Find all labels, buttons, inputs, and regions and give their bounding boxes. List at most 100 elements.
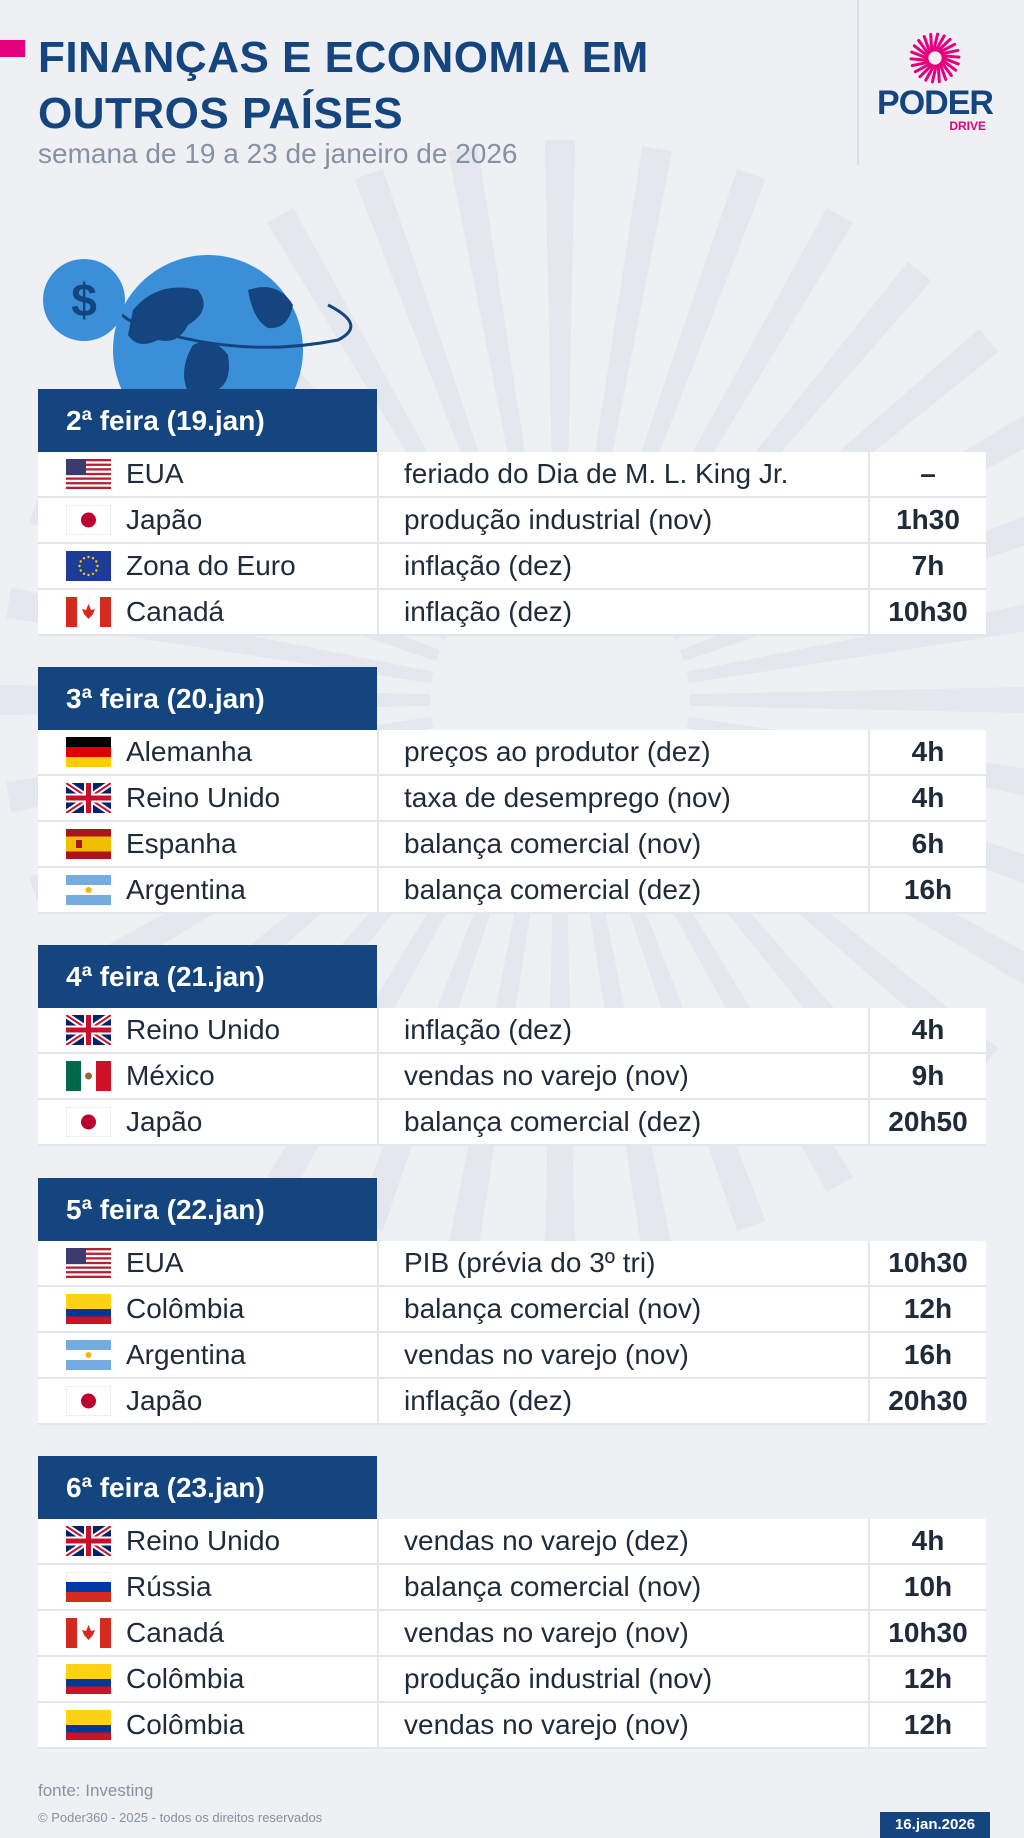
event-cell: vendas no varejo (nov) — [377, 1703, 868, 1747]
svg-text:$: $ — [71, 274, 97, 326]
country-name: Reino Unido — [126, 1014, 281, 1045]
country-name: Colômbia — [126, 1293, 245, 1324]
event-cell: vendas no varejo (nov) — [377, 1611, 868, 1655]
time-cell: 16h — [868, 1333, 986, 1377]
country-cell: Japão — [38, 498, 377, 542]
time-cell: 10h30 — [868, 1241, 986, 1285]
event-list: Reino Unido vendas no varejo (dez) 4h Rússi… — [38, 1519, 986, 1749]
event-row: Reino Unido taxa de desemprego (nov) 4h — [38, 776, 986, 822]
country-name: Colômbia — [126, 1709, 245, 1740]
event-time: 1h30 — [896, 504, 960, 535]
event-name: taxa de desemprego (nov) — [404, 782, 731, 813]
event-time: 16h — [903, 1339, 953, 1370]
time-cell: 4h — [868, 776, 986, 820]
time-cell: 10h — [868, 1565, 986, 1609]
country-name: México — [126, 1060, 215, 1091]
ru-flag-icon — [66, 1572, 111, 1602]
event-time: 4h — [911, 1014, 945, 1045]
us-flag-icon — [66, 459, 111, 489]
day-header: 3ª feira (20.jan) — [38, 667, 377, 730]
page-title: FINANÇAS E ECONOMIA EM OUTROS PAÍSES — [38, 30, 758, 142]
dollar-icon: $ — [43, 259, 125, 341]
jp-flag-icon — [66, 505, 111, 535]
event-row: México vendas no varejo (nov) 9h — [38, 1054, 986, 1100]
event-list: EUA PIB (prévia do 3º tri) 10h30 Colômbia ba… — [38, 1241, 986, 1425]
event-row: Japão balança comercial (dez) 20h50 — [38, 1100, 986, 1146]
country-cell: Colômbia — [38, 1287, 377, 1331]
event-time: 10h — [903, 1571, 953, 1602]
event-cell: PIB (prévia do 3º tri) — [377, 1241, 868, 1285]
country-name: Canadá — [126, 1617, 225, 1648]
logo-subtext: DRIVE — [949, 119, 986, 133]
event-name: inflação (dez) — [404, 1385, 573, 1416]
event-cell: taxa de desemprego (nov) — [377, 776, 868, 820]
time-cell: 10h30 — [868, 1611, 986, 1655]
event-cell: balança comercial (nov) — [377, 822, 868, 866]
de-flag-icon — [66, 737, 111, 767]
event-name: feriado do Dia de M. L. King Jr. — [404, 458, 789, 489]
ca-flag-icon — [66, 1618, 111, 1648]
logo-wordmark: PODER — [877, 84, 994, 122]
event-name: preços ao produtor (dez) — [404, 736, 711, 767]
event-name: balança comercial (dez) — [404, 874, 702, 905]
time-cell: 1h30 — [868, 498, 986, 542]
gb-flag-icon — [66, 783, 111, 813]
event-time: 12h — [903, 1663, 953, 1694]
country-cell: Argentina — [38, 868, 377, 912]
country-cell: Argentina — [38, 1333, 377, 1377]
page-subtitle: semana de 19 a 23 de janeiro de 2026 — [38, 138, 518, 169]
event-time: 20h50 — [888, 1106, 968, 1137]
event-list: Alemanha preços ao produtor (dez) 4h Reino … — [38, 730, 986, 914]
event-cell: vendas no varejo (nov) — [377, 1333, 868, 1377]
country-name: Colômbia — [126, 1663, 245, 1694]
time-cell: 7h — [868, 544, 986, 588]
event-name: balança comercial (nov) — [404, 1571, 702, 1602]
jp-flag-icon — [66, 1107, 111, 1137]
header-divider — [857, 0, 859, 165]
day-block: 4ª feira (21.jan) Reino Unido inflação (de… — [38, 945, 986, 1146]
event-time: 10h30 — [888, 1247, 968, 1278]
ar-flag-icon — [66, 875, 111, 905]
country-cell: Alemanha — [38, 730, 377, 774]
day-block: 2ª feira (19.jan) EUA feriado do Dia de M.… — [38, 389, 986, 636]
event-row: Argentina vendas no varejo (nov) 16h — [38, 1333, 986, 1379]
co-flag-icon — [66, 1664, 111, 1694]
country-name: Rússia — [126, 1571, 212, 1602]
time-cell: 4h — [868, 1008, 986, 1052]
event-name: balança comercial (nov) — [404, 1293, 702, 1324]
country-name: Alemanha — [126, 736, 253, 767]
time-cell: 20h50 — [868, 1100, 986, 1144]
time-cell: 10h30 — [868, 590, 986, 634]
country-cell: Zona do Euro — [38, 544, 377, 588]
event-row: EUA PIB (prévia do 3º tri) 10h30 — [38, 1241, 986, 1287]
event-row: Zona do Euro inflação (dez) 7h — [38, 544, 986, 590]
event-cell: inflação (dez) — [377, 544, 868, 588]
event-row: Reino Unido vendas no varejo (dez) 4h — [38, 1519, 986, 1565]
event-time: 7h — [911, 550, 945, 581]
country-name: Reino Unido — [126, 1525, 281, 1556]
title-line-1: FINANÇAS E ECONOMIA EM — [38, 33, 649, 82]
country-cell: Espanha — [38, 822, 377, 866]
event-row: Argentina balança comercial (dez) 16h — [38, 868, 986, 914]
event-cell: balança comercial (nov) — [377, 1565, 868, 1609]
day-header: 5ª feira (22.jan) — [38, 1178, 377, 1241]
event-cell: balança comercial (dez) — [377, 1100, 868, 1144]
country-name: EUA — [126, 458, 184, 489]
day-header: 6ª feira (23.jan) — [38, 1456, 377, 1519]
event-name: vendas no varejo (nov) — [404, 1709, 689, 1740]
event-name: inflação (dez) — [404, 596, 573, 627]
country-cell: Japão — [38, 1100, 377, 1144]
globe-icon — [109, 255, 353, 392]
event-row: Japão inflação (dez) 20h30 — [38, 1379, 986, 1425]
day-block: 6ª feira (23.jan) Reino Unido vendas no va… — [38, 1456, 986, 1749]
footer-date-badge: 16.jan.2026 — [880, 1812, 990, 1838]
day-block: 3ª feira (20.jan) Alemanha preços ao produ… — [38, 667, 986, 914]
eu-flag-icon — [66, 551, 111, 581]
event-time: 10h30 — [888, 1617, 968, 1648]
event-cell: vendas no varejo (nov) — [377, 1054, 868, 1098]
poder-drive-logo: PODER DRIVE — [870, 32, 1000, 142]
country-cell: Reino Unido — [38, 776, 377, 820]
event-time: 20h30 — [888, 1385, 968, 1416]
event-cell: balança comercial (nov) — [377, 1287, 868, 1331]
event-list: Reino Unido inflação (dez) 4h México vendas … — [38, 1008, 986, 1146]
